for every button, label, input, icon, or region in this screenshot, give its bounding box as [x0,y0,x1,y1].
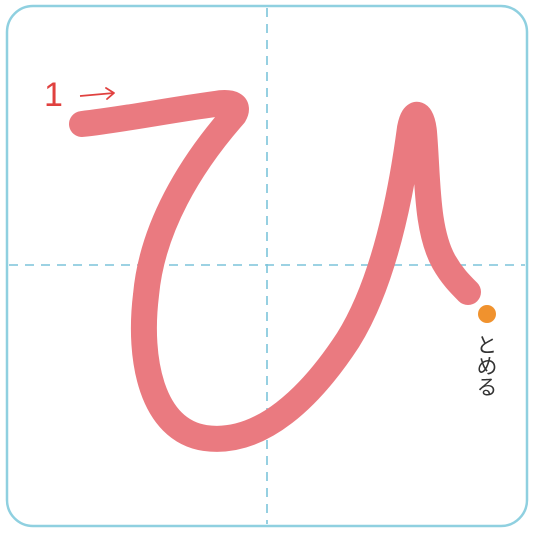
hiragana-hi-stroke [69,90,481,452]
guide-frame [5,4,529,528]
stop-instruction-label: とめる [474,334,498,397]
stroke-number-label: 1 [44,76,63,114]
stop-dot-icon [478,305,496,323]
stroke-direction-arrow-icon [79,87,115,100]
